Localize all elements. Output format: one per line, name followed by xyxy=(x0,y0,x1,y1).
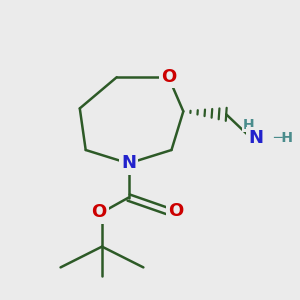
Text: O: O xyxy=(168,202,184,220)
Text: H: H xyxy=(243,118,254,132)
Text: N: N xyxy=(121,154,136,172)
Text: ─H: ─H xyxy=(274,131,293,145)
Text: N: N xyxy=(248,129,263,147)
Text: O: O xyxy=(161,68,176,86)
Text: O: O xyxy=(92,203,106,221)
